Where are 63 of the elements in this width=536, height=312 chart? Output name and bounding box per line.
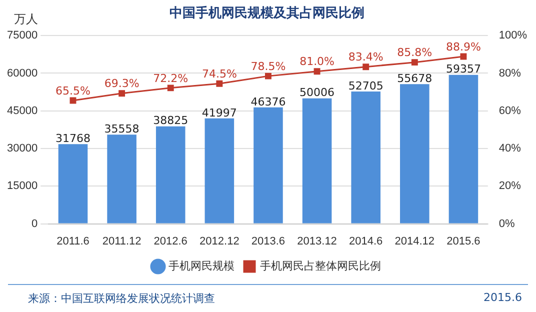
data-label: 41997: [202, 106, 237, 120]
y2-tick-label: 20%: [498, 180, 522, 192]
data-label: 83.4%: [348, 50, 384, 64]
point: [314, 68, 320, 75]
data-label: 38825: [153, 114, 188, 128]
bar: [58, 144, 88, 224]
data-label: 52705: [348, 79, 384, 92]
y2-tick-label: 60%: [498, 104, 522, 117]
text: 2015.6: [484, 291, 522, 304]
bar: [156, 126, 186, 224]
data-label: 88.9%: [446, 40, 481, 54]
x-tick-label: 2011.6: [56, 235, 90, 248]
bar: [448, 74, 478, 224]
x-tick-label: 2013.12: [297, 235, 337, 248]
x-tick-label: 2013.6: [251, 235, 286, 248]
y-tick-label: 75000: [6, 30, 38, 42]
bar: [302, 98, 332, 224]
point: [362, 64, 370, 70]
y-tick-label: 60000: [6, 67, 38, 80]
chart-title: 中国手机网民规模及其占网民比例: [170, 5, 364, 22]
point: [70, 97, 76, 104]
y-axis-title: 万人: [14, 12, 38, 26]
source-note: 来源：中国互联网络发展状况统计调查: [28, 291, 215, 306]
data-label: 81.0%: [300, 55, 335, 68]
bar: [351, 92, 380, 224]
y2-tick-label: 0%: [498, 218, 515, 230]
x-tick-label: 2012.12: [200, 235, 240, 248]
y-tick-label: 30000: [6, 142, 38, 155]
data-label: 31768: [55, 132, 90, 145]
x-tick-label: 2015.6: [446, 235, 480, 248]
bar: [107, 134, 136, 224]
x-tick-label: 2014.6: [349, 235, 383, 248]
y2-tick-label: 80%: [498, 67, 522, 80]
point: [118, 90, 126, 97]
bar: [254, 107, 283, 224]
y-tick-label: 45000: [6, 104, 38, 117]
y-tick-label: 15000: [6, 180, 38, 192]
point: [216, 80, 223, 87]
data-label: 59357: [446, 62, 481, 76]
y-tick-label: 0: [31, 218, 38, 230]
point: [460, 53, 467, 60]
data-label: 65.5%: [56, 84, 90, 98]
y2-tick-label: 40%: [498, 142, 522, 155]
x-tick-label: 2011.12: [102, 235, 142, 248]
bar: [400, 84, 430, 224]
data-label: 74.5%: [202, 67, 237, 80]
legend-label: 手机网民规模: [168, 260, 234, 273]
data-label: 50006: [300, 86, 335, 100]
legend-label: 手机网民占整体网民比例: [260, 260, 381, 273]
point: [265, 72, 272, 80]
point: [411, 59, 418, 66]
y2-tick-label: 100%: [498, 30, 528, 42]
point: [167, 84, 174, 92]
data-label: 85.8%: [397, 46, 432, 60]
x-tick-label: 2012.6: [154, 235, 188, 248]
data-label: 46376: [250, 95, 286, 108]
data-label: 69.3%: [104, 77, 140, 90]
x-tick-label: 2014.12: [394, 235, 435, 248]
data-label: 35558: [104, 122, 140, 136]
data-label: 78.5%: [250, 60, 286, 73]
bar: [204, 118, 234, 224]
data-label: 55678: [397, 72, 432, 85]
data-label: 72.2%: [153, 72, 188, 85]
